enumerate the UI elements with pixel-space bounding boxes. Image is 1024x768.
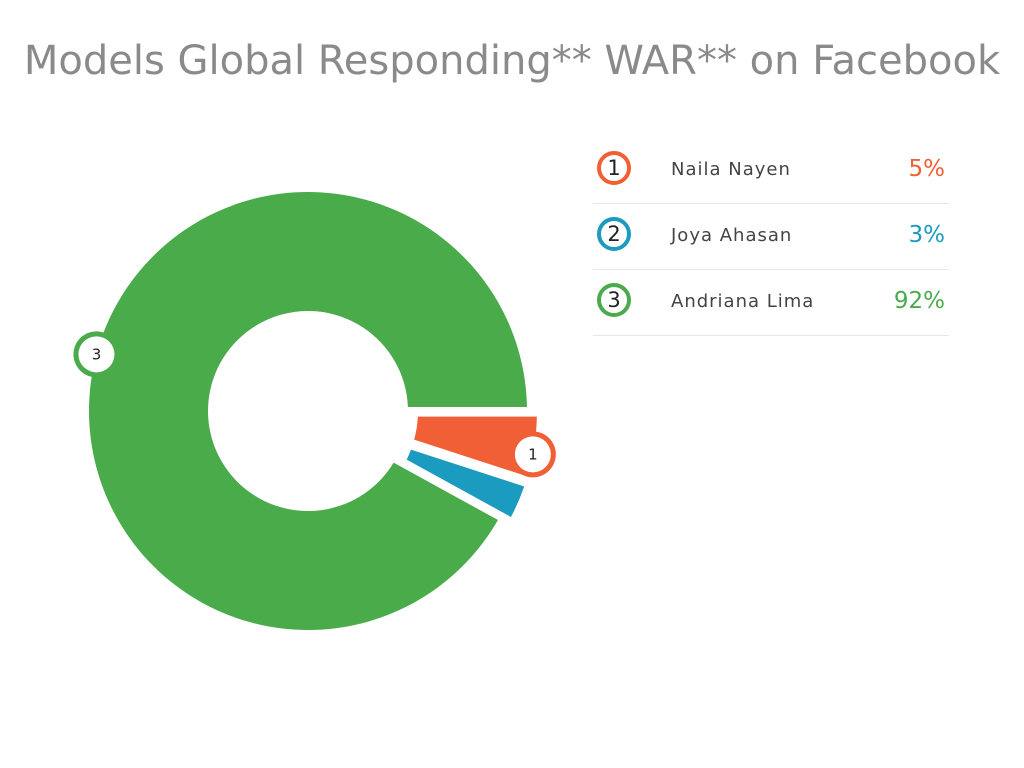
legend-name-2: Joya Ahasan xyxy=(671,225,793,246)
legend-name-1: Naila Nayen xyxy=(671,159,791,180)
legend-item-2: 2 Joya Ahasan 3% xyxy=(593,204,949,270)
legend-name-3: Andriana Lima xyxy=(671,291,815,312)
legend-badge-1: 1 xyxy=(597,151,631,185)
slice-markers: 13 xyxy=(73,331,556,478)
donut-slice-2 xyxy=(406,449,525,517)
donut-chart: 13 xyxy=(73,191,556,630)
legend-value-3: 92% xyxy=(893,288,945,314)
donut-slices xyxy=(88,191,537,630)
legend: 1 Naila Nayen 5% 2 Joya Ahasan 3% 3 Andr… xyxy=(593,138,949,336)
chart-title: Models Global Responding** WAR** on Face… xyxy=(23,38,1001,84)
legend-badge-2: 2 xyxy=(597,217,631,251)
donut-slice-3 xyxy=(88,191,527,630)
slice-marker-center-3 xyxy=(78,336,115,373)
legend-item-1: 1 Naila Nayen 5% xyxy=(593,138,949,204)
legend-value-2: 3% xyxy=(908,222,946,248)
slice-marker-label-3: 3 xyxy=(92,345,102,363)
slice-marker-center-1 xyxy=(514,436,551,473)
legend-value-1: 5% xyxy=(908,156,946,182)
legend-item-3: 3 Andriana Lima 92% xyxy=(593,270,949,336)
donut-slice-1 xyxy=(414,416,537,477)
slice-marker-label-1: 1 xyxy=(528,445,538,463)
legend-badge-3: 3 xyxy=(597,283,631,317)
